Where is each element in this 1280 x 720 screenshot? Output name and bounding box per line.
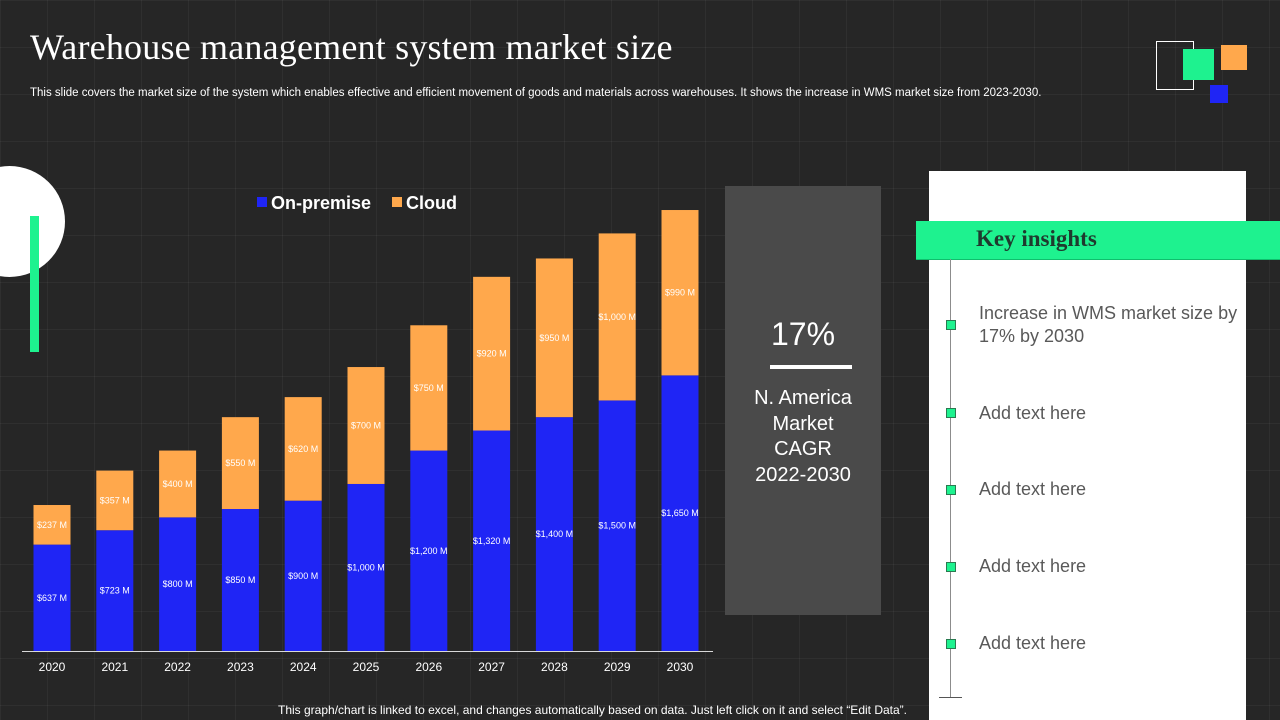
footer-note: This graph/chart is linked to excel, and… <box>278 703 907 717</box>
bar-cloud <box>661 210 699 376</box>
x-tick-label: 2022 <box>164 660 191 674</box>
bar-cloud <box>347 367 385 484</box>
stacked-bar-chart[interactable]: On-premise Cloud $637 M $237 M 2020 $723 M $35… <box>0 180 720 680</box>
insight-item[interactable]: Increase in WMS market size by 17% by 20… <box>979 303 1238 346</box>
insight-item[interactable]: Add text here <box>979 556 1087 576</box>
slide-title: Warehouse management system market size <box>30 27 673 67</box>
cagr-label-line: N. America <box>754 387 852 409</box>
cagr-label: N. America Market CAGR 2022-2030 <box>725 386 881 488</box>
data-label: $750 M <box>414 383 444 393</box>
bar-on-premise <box>661 375 699 651</box>
insights-title: Key insights <box>976 226 1097 251</box>
cagr-label-line: Market <box>772 412 834 435</box>
data-label: $1,650 M <box>661 508 699 518</box>
x-tick-label: 2026 <box>415 660 442 674</box>
bar-on-premise <box>284 500 322 651</box>
x-tick-label: 2023 <box>227 660 254 674</box>
bar-on-premise <box>473 430 511 651</box>
data-label: $620 M <box>288 444 318 454</box>
data-label: $1,400 M <box>536 529 574 539</box>
insight-item[interactable]: Add text here <box>979 479 1087 499</box>
bar-cloud <box>159 450 197 518</box>
bar-on-premise <box>159 517 197 651</box>
bar-cloud <box>535 258 573 418</box>
bar-on-premise <box>535 417 573 651</box>
data-label: $850 M <box>225 575 255 585</box>
data-label: $723 M <box>100 586 130 596</box>
data-label: $1,320 M <box>473 536 511 546</box>
x-tick-label: 2030 <box>667 660 694 674</box>
timeline-dot-icon <box>946 485 956 495</box>
data-label: $950 M <box>539 333 569 343</box>
data-label: $800 M <box>163 579 193 589</box>
insight-item[interactable]: Add text here <box>979 403 1087 423</box>
bar-cloud <box>473 276 511 431</box>
legend-swatch <box>257 197 267 207</box>
legend-label: On-premise <box>271 193 371 213</box>
slide-subtitle: This slide covers the market size of the… <box>30 87 1042 99</box>
x-tick-label: 2027 <box>478 660 505 674</box>
bar-on-premise <box>410 450 448 651</box>
bar-on-premise <box>347 483 385 651</box>
cagr-label-line: 2022-2030 <box>755 463 851 486</box>
data-label: $237 M <box>37 520 67 530</box>
insights-timeline-cap <box>939 697 962 698</box>
data-label: $550 M <box>225 458 255 468</box>
timeline-dot-icon <box>946 320 956 330</box>
bar-cloud <box>410 325 448 451</box>
x-tick-label: 2028 <box>541 660 568 674</box>
decor-blue-square <box>1210 85 1228 103</box>
bar-on-premise <box>33 544 71 651</box>
data-label: $900 M <box>288 571 318 581</box>
decor-green-bar <box>30 216 39 352</box>
x-tick-label: 2029 <box>604 660 631 674</box>
cagr-panel <box>725 186 881 615</box>
data-label: $1,000 M <box>347 562 385 572</box>
decor-orange-square <box>1221 45 1247 70</box>
cagr-label-line: CAGR <box>774 438 832 460</box>
legend-swatch <box>392 197 402 207</box>
bar-on-premise <box>96 530 134 651</box>
data-label: $1,500 M <box>598 521 636 531</box>
insights-timeline <box>950 259 951 698</box>
bar-on-premise <box>598 400 636 651</box>
data-label: $400 M <box>163 479 193 489</box>
data-label: $920 M <box>477 349 507 359</box>
data-label: $1,000 M <box>598 312 636 322</box>
x-tick-label: 2020 <box>39 660 66 674</box>
bar-cloud <box>284 397 322 501</box>
bar-cloud <box>96 470 134 531</box>
cagr-value: 17% <box>770 316 836 352</box>
legend-label: Cloud <box>406 193 457 213</box>
x-tick-label: 2025 <box>353 660 380 674</box>
bar-cloud <box>221 417 259 510</box>
bar-cloud <box>33 505 71 545</box>
data-label: $637 M <box>37 593 67 603</box>
x-tick-label: 2024 <box>290 660 317 674</box>
timeline-dot-icon <box>946 562 956 572</box>
insights-header: Key insights <box>916 221 1280 259</box>
timeline-dot-icon <box>946 639 956 649</box>
insights-panel <box>929 171 1246 720</box>
bar-cloud <box>598 233 636 401</box>
cagr-divider <box>770 365 852 369</box>
data-label: $700 M <box>351 421 381 431</box>
decor-green-square <box>1183 49 1214 80</box>
data-label: $1,200 M <box>410 546 448 556</box>
insight-item[interactable]: Add text here <box>979 633 1087 653</box>
data-label: $990 M <box>665 288 695 298</box>
x-tick-label: 2021 <box>101 660 128 674</box>
data-label: $357 M <box>100 495 130 505</box>
timeline-dot-icon <box>946 408 956 418</box>
bar-on-premise <box>221 509 259 651</box>
